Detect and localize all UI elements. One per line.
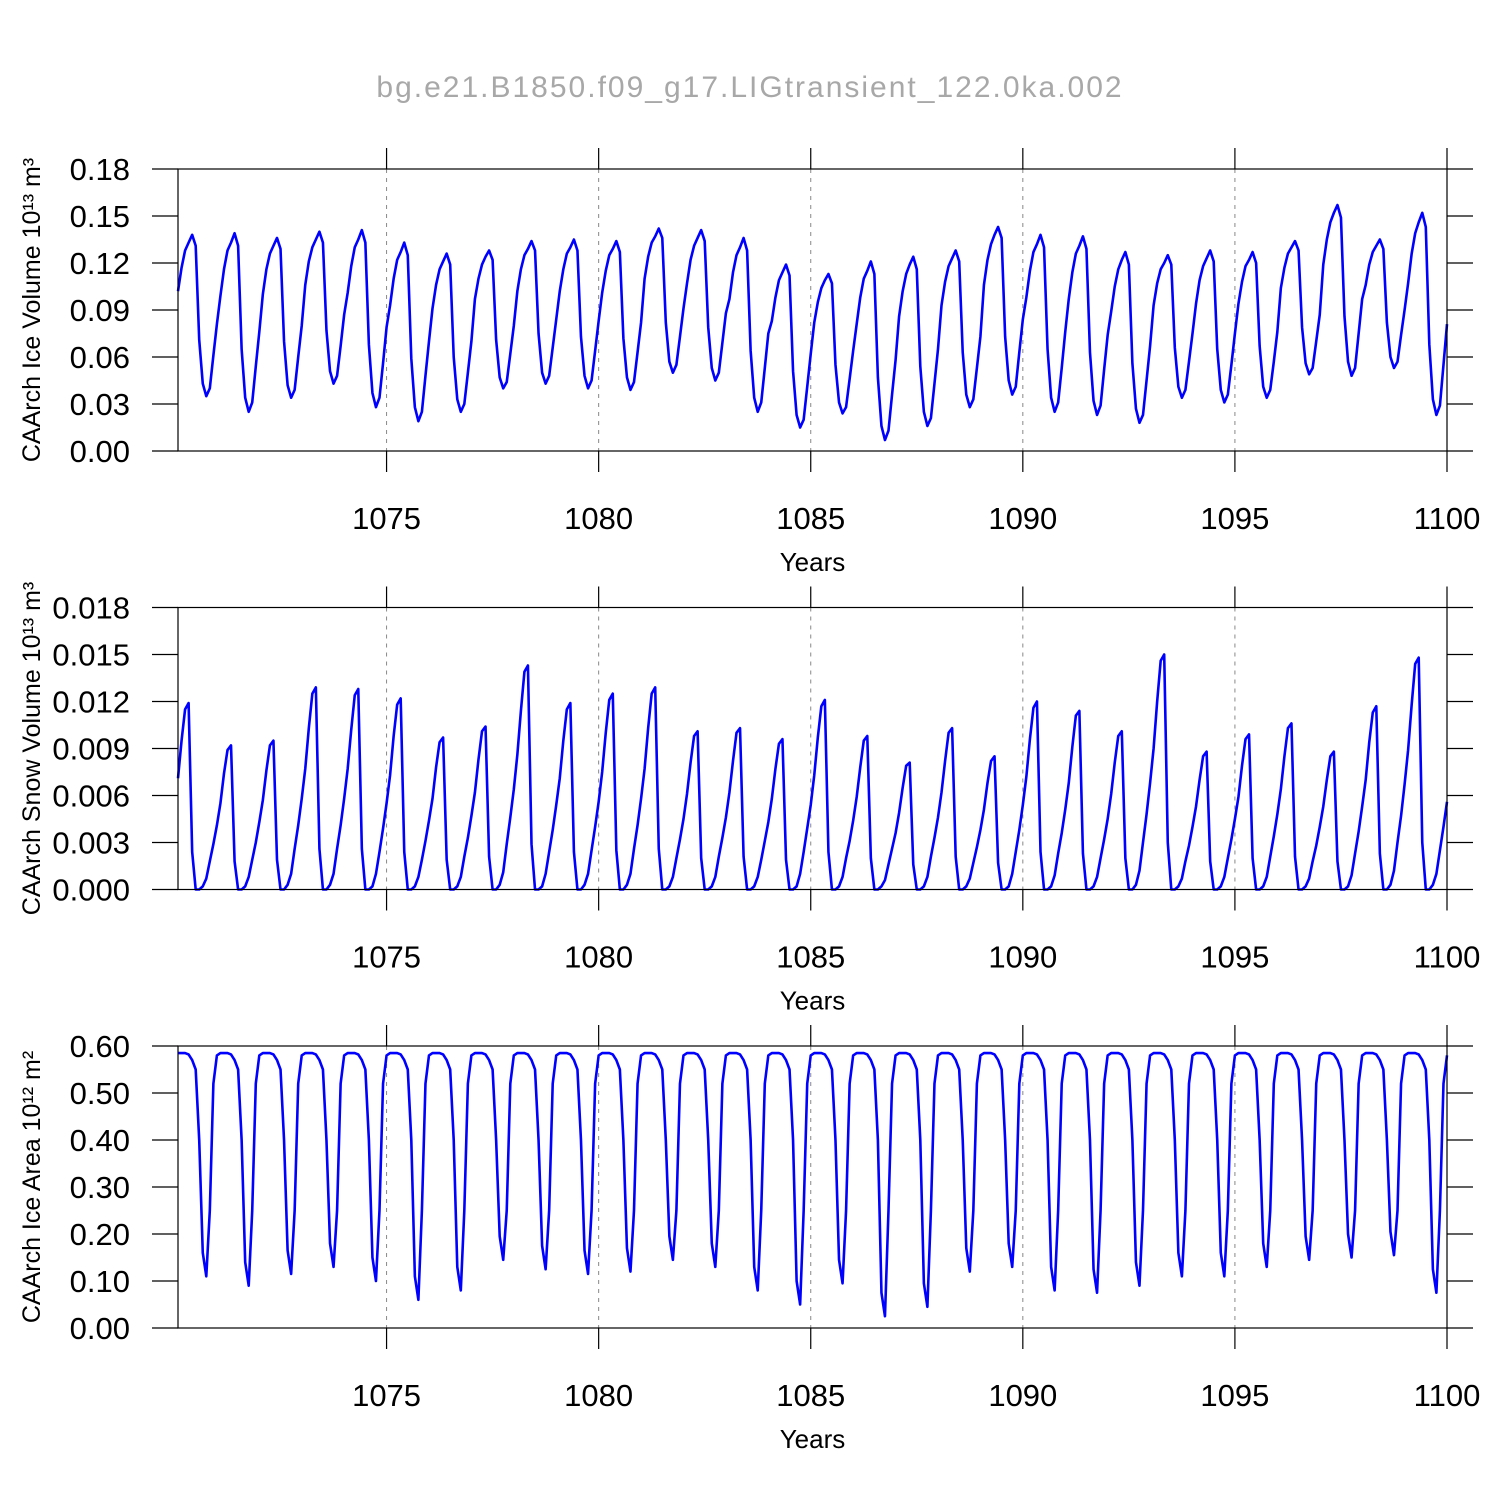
y-tick-label: 0.003 <box>52 826 130 861</box>
panel: 1075 1080 1085 1090 1095 1100 Years 0.00 0.03 0.0… <box>18 148 1480 577</box>
y-tick-label: 0.50 <box>70 1076 130 1111</box>
x-tick-label: 1100 <box>1414 501 1481 536</box>
y-tick-label: 0.60 <box>70 1029 130 1064</box>
x-tick-label: 1085 <box>776 1378 845 1413</box>
x-tick-label: 1085 <box>776 940 845 975</box>
x-tick-label: 1095 <box>1200 940 1269 975</box>
data-line <box>178 1051 1449 1318</box>
y-tick-label: 0.012 <box>52 685 130 720</box>
chart-title: bg.e21.B1850.f09_g17.LIGtransient_122.0k… <box>376 71 1123 104</box>
x-tick-label: 1080 <box>564 1378 633 1413</box>
y-tick-label: 0.018 <box>52 591 130 626</box>
y-tick-label: 0.20 <box>70 1217 130 1252</box>
plot-frame <box>177 168 1448 452</box>
y-tick-label: 0.00 <box>70 434 130 469</box>
y-tick-label: 0.30 <box>70 1170 130 1205</box>
data-line <box>176 653 1449 891</box>
y-tick-label: 0.18 <box>70 152 130 187</box>
y-axis-label: CAArch Ice Area 10¹² m² <box>18 1051 46 1323</box>
plot-frame <box>177 606 1448 891</box>
y-tick-label: 0.09 <box>70 293 130 328</box>
x-tick-label: 1100 <box>1414 1378 1481 1413</box>
y-tick-label: 0.009 <box>52 732 130 767</box>
y-tick-label: 0.000 <box>52 873 130 908</box>
x-tick-label: 1090 <box>988 1378 1057 1413</box>
panel: 1075 1080 1085 1090 1095 1100 Years 0.00 0.10 0.2… <box>18 1025 1480 1454</box>
y-tick-label: 0.40 <box>70 1123 130 1158</box>
x-axis-label: Years <box>780 1424 846 1454</box>
y-tick-label: 0.006 <box>52 779 130 814</box>
x-tick-label: 1095 <box>1200 1378 1269 1413</box>
x-axis-label: Years <box>780 986 846 1016</box>
x-tick-label: 1075 <box>352 501 421 536</box>
y-tick-label: 0.12 <box>70 246 130 281</box>
y-tick-label: 0.00 <box>70 1311 130 1346</box>
y-tick-label: 0.06 <box>70 340 130 375</box>
x-tick-label: 1085 <box>776 501 845 536</box>
x-tick-label: 1095 <box>1200 501 1269 536</box>
x-tick-label: 1100 <box>1414 940 1481 975</box>
y-axis-label: CAArch Ice Volume 10¹³ m³ <box>18 158 46 462</box>
x-tick-label: 1075 <box>352 940 421 975</box>
data-line <box>176 203 1449 442</box>
x-tick-label: 1080 <box>564 501 633 536</box>
y-axis-label: CAArch Snow Volume 10¹³ m³ <box>18 582 46 915</box>
y-tick-label: 0.10 <box>70 1264 130 1299</box>
x-axis-label: Years <box>780 547 846 577</box>
y-tick-label: 0.03 <box>70 387 130 422</box>
y-tick-label: 0.15 <box>70 199 130 234</box>
x-tick-label: 1080 <box>564 940 633 975</box>
y-tick-label: 0.015 <box>52 638 130 673</box>
x-tick-label: 1090 <box>988 501 1057 536</box>
x-tick-label: 1090 <box>988 940 1057 975</box>
plot-frame <box>177 1045 1448 1329</box>
x-tick-label: 1075 <box>352 1378 421 1413</box>
panel: 1075 1080 1085 1090 1095 1100 Years 0.000 0.003 0… <box>18 582 1480 1016</box>
